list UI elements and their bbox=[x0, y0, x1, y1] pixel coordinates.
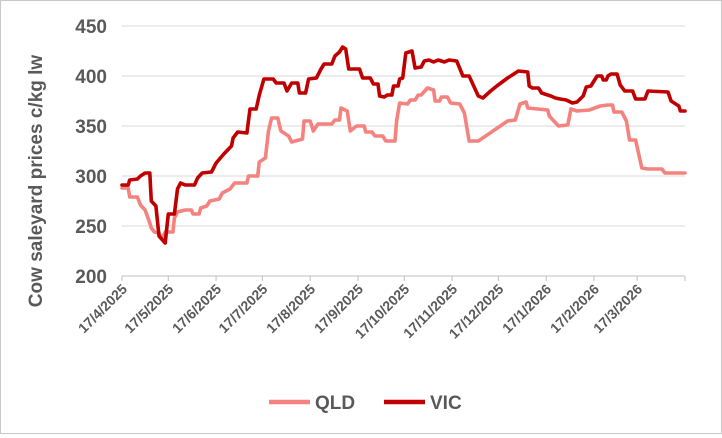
x-tick-labels: 17/4/202517/5/202517/6/202517/7/202517/8… bbox=[75, 281, 646, 342]
series-line-vic bbox=[120, 45, 687, 245]
x-tick-label: 17/6/2025 bbox=[169, 281, 225, 337]
legend-label-vic: VIC bbox=[430, 393, 462, 414]
y-tick-label: 400 bbox=[75, 67, 107, 88]
series-line-qld bbox=[120, 86, 687, 238]
gridlines bbox=[122, 25, 685, 227]
legend: QLD VIC bbox=[269, 393, 462, 414]
x-tick-label: 17/4/2025 bbox=[75, 281, 131, 337]
y-tick-label: 450 bbox=[75, 17, 107, 38]
y-tick-label: 300 bbox=[75, 167, 107, 188]
axes bbox=[121, 275, 686, 281]
x-tick-label: 17/1/2026 bbox=[499, 281, 555, 337]
series-lines bbox=[120, 45, 687, 245]
x-tick-label: 17/8/2025 bbox=[263, 281, 319, 337]
y-tick-label: 250 bbox=[75, 217, 107, 238]
x-tick-label: 17/7/2025 bbox=[215, 281, 271, 337]
y-tick-labels: 200 250 300 350 400 450 bbox=[75, 17, 107, 288]
y-axis-label: Cow saleyard prices c/kg lw bbox=[26, 55, 47, 308]
x-tick-label: 17/5/2025 bbox=[121, 281, 177, 337]
y-tick-label: 350 bbox=[75, 117, 107, 138]
legend-label-qld: QLD bbox=[315, 393, 355, 414]
y-tick-label: 200 bbox=[75, 267, 107, 288]
